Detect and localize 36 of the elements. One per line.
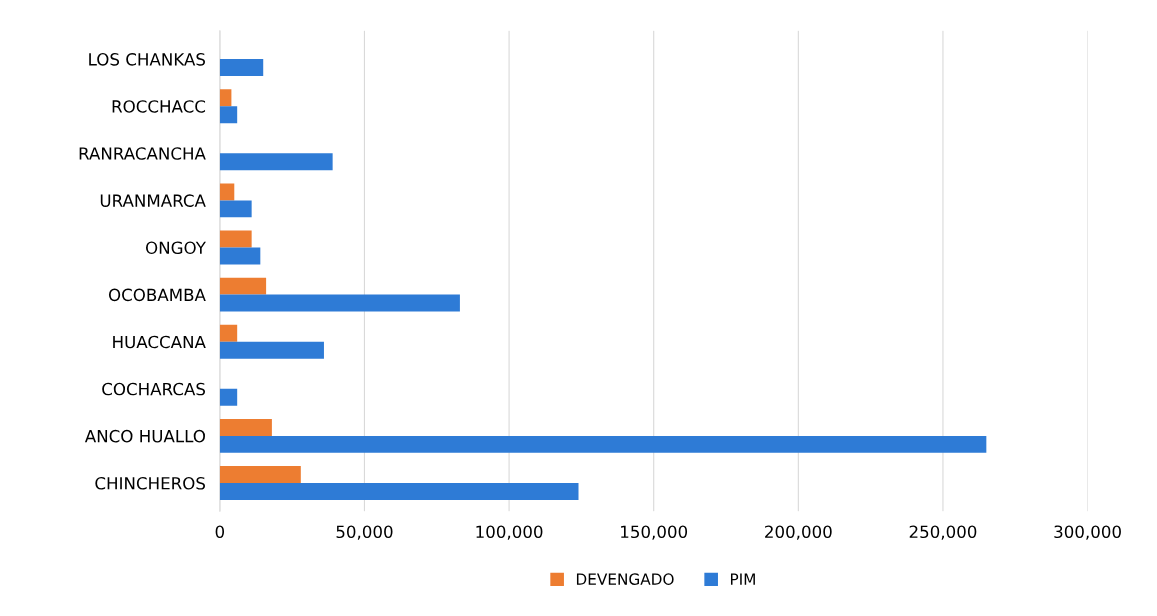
bar: [219, 59, 264, 77]
y-tick-label: RANRACANCHA: [79, 147, 206, 160]
x-tick-label: 200,000: [765, 525, 832, 540]
x-tick-label: 0: [215, 525, 225, 539]
bar: [219, 388, 238, 406]
bar: [219, 483, 579, 500]
bar: [219, 294, 460, 312]
x-tick-label: 50,000: [336, 525, 393, 540]
y-tick-label: COCHARCAS: [102, 382, 206, 396]
y-tick-label: URANMARCA: [100, 194, 206, 207]
y-tick-label: ROCCHACC: [112, 100, 206, 113]
bar: [219, 341, 324, 359]
y-tick-label: CHINCHEROS: [95, 476, 205, 490]
bar: [219, 230, 252, 248]
y-tick-label: HUACCANA: [113, 335, 206, 349]
y-tick-label: ONGOY: [145, 241, 206, 255]
bar: [219, 106, 238, 124]
bar: [219, 89, 232, 107]
y-tick-label: LOS CHANKAS: [89, 53, 206, 66]
x-tick-label: 150,000: [621, 525, 688, 540]
legend-label: PIM: [730, 573, 755, 585]
x-tick-label: 250,000: [909, 525, 977, 540]
bar: [219, 418, 272, 436]
bar: [219, 153, 333, 171]
bar: [219, 435, 987, 453]
y-tick-label: OCOBAMBA: [108, 288, 206, 302]
bar: [219, 324, 238, 342]
y-tick-label: ANCO HUALLO: [84, 429, 205, 443]
x-tick-label: 100,000: [476, 525, 543, 540]
bar: [219, 247, 261, 265]
bar: [219, 466, 301, 484]
bar: [219, 183, 235, 201]
bar: [219, 200, 252, 218]
legend-label: DEVENGADO: [576, 573, 674, 585]
x-tick-label: 300,000: [1054, 525, 1121, 540]
bar: [219, 277, 267, 295]
